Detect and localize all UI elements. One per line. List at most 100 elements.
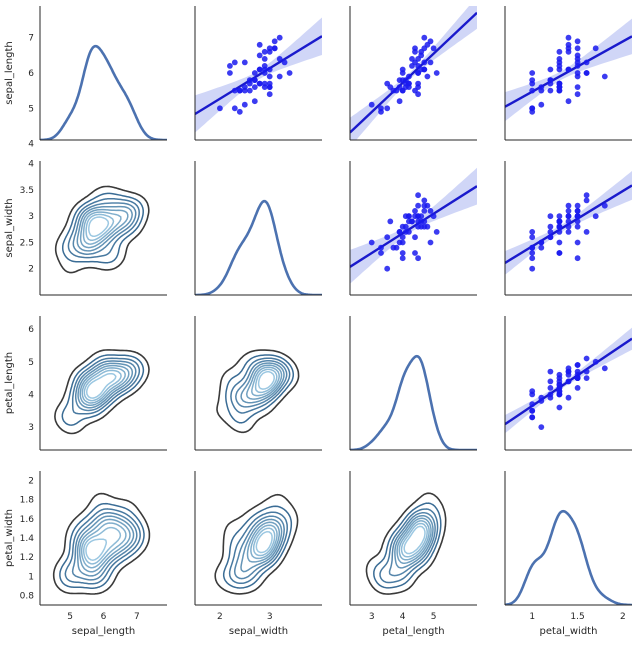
scatter-point bbox=[574, 223, 581, 230]
scatter-point bbox=[266, 45, 273, 52]
scatter-point bbox=[261, 48, 268, 55]
scatter-point bbox=[574, 213, 581, 220]
scatter-point bbox=[427, 59, 434, 66]
kde-contour bbox=[255, 530, 273, 554]
scatter-point bbox=[556, 223, 563, 230]
kde-contour bbox=[61, 354, 145, 426]
scatter-point bbox=[399, 66, 406, 73]
scatter-point bbox=[574, 255, 581, 262]
scatter-point bbox=[399, 87, 406, 94]
scatter-point bbox=[565, 371, 572, 378]
kde-contour bbox=[77, 362, 134, 409]
scatter-point bbox=[246, 77, 253, 83]
scatter-point bbox=[574, 208, 581, 214]
scatter-point bbox=[421, 45, 428, 52]
kde-contour bbox=[81, 367, 126, 404]
kde-contour bbox=[228, 511, 288, 585]
scatter-point bbox=[424, 73, 431, 80]
y-tick-label: 4 bbox=[28, 160, 34, 170]
y-tick-label: 2 bbox=[28, 477, 34, 487]
kde-contour bbox=[251, 366, 280, 397]
panel-sepal_width-vs-petal_width bbox=[504, 161, 632, 296]
kde-contour bbox=[71, 512, 138, 581]
panel-petal_width-vs-petal_length: 3 4 5 petal_length bbox=[349, 471, 477, 637]
regression-line bbox=[350, 11, 477, 134]
kde-contour bbox=[230, 357, 291, 414]
panel-plot-area bbox=[54, 185, 150, 274]
kde-contour bbox=[400, 522, 428, 558]
scatter-point bbox=[390, 244, 397, 251]
scatter-point bbox=[592, 213, 599, 220]
panel-petal_length-vs-petal_width bbox=[504, 316, 632, 451]
scatter-point bbox=[574, 239, 581, 246]
scatter-point bbox=[231, 105, 238, 112]
scatter-point bbox=[261, 56, 268, 62]
scatter-point bbox=[378, 105, 384, 112]
panel-plot-area bbox=[505, 171, 632, 275]
scatter-point bbox=[421, 197, 428, 204]
y-tick-label: 3 bbox=[28, 423, 34, 433]
scatter-point bbox=[565, 378, 572, 385]
scatter-point bbox=[556, 229, 563, 235]
scatter-point bbox=[538, 239, 545, 246]
y-tick-label: 0.8 bbox=[20, 591, 35, 601]
scatter-point bbox=[538, 101, 545, 108]
y-tick-label: 1 bbox=[28, 572, 34, 582]
scatter-point bbox=[574, 38, 581, 45]
scatter-point bbox=[574, 218, 581, 225]
scatter-point bbox=[384, 234, 391, 241]
kde-contour bbox=[233, 515, 285, 580]
panel-plot-area bbox=[195, 17, 322, 133]
scatter-point bbox=[402, 223, 409, 230]
kde-contour bbox=[76, 205, 133, 252]
kde-contour bbox=[79, 208, 129, 249]
kde-contour bbox=[254, 368, 278, 394]
scatter-point bbox=[236, 108, 243, 115]
kde-contour bbox=[59, 502, 145, 589]
scatter-point bbox=[547, 229, 554, 235]
scatter-point bbox=[415, 202, 421, 209]
scatter-point bbox=[276, 73, 283, 80]
y-tick-label: 2 bbox=[28, 265, 34, 275]
x-tick-label: 1.5 bbox=[570, 612, 584, 622]
panel-sepal_length-vs-sepal_length: 4 5 6 7 sepal_length bbox=[4, 6, 167, 150]
scatter-point bbox=[421, 34, 428, 41]
kde-contour bbox=[80, 522, 127, 569]
scatter-point bbox=[565, 98, 572, 105]
scatter-point bbox=[592, 45, 599, 52]
scatter-point bbox=[565, 208, 572, 214]
scatter-point bbox=[556, 239, 563, 246]
panel-plot-area bbox=[350, 6, 477, 140]
scatter-point bbox=[433, 70, 440, 76]
scatter-point bbox=[556, 48, 563, 55]
scatter-point bbox=[556, 404, 563, 411]
scatter-point bbox=[547, 368, 554, 375]
scatter-point bbox=[538, 244, 545, 251]
y-tick-label: 4 bbox=[28, 390, 34, 400]
y-tick-label: 2.5 bbox=[20, 238, 34, 248]
scatter-point bbox=[574, 362, 581, 368]
panel-plot-area bbox=[195, 199, 322, 295]
panel-petal_width-vs-petal_width: 1 1.5 2 petal_width bbox=[504, 471, 632, 637]
scatter-point bbox=[529, 388, 536, 395]
kde-contour bbox=[225, 354, 295, 424]
scatter-point bbox=[565, 218, 572, 225]
scatter-point bbox=[574, 202, 581, 209]
panel-sepal_width-vs-petal_length bbox=[349, 161, 477, 296]
panel-plot-area bbox=[505, 509, 632, 605]
panel-plot-area bbox=[505, 18, 632, 122]
scatter-point bbox=[565, 41, 572, 48]
scatter-point bbox=[231, 87, 238, 94]
scatter-point bbox=[251, 98, 258, 105]
kde-contour bbox=[398, 520, 430, 561]
scatter-point bbox=[547, 87, 554, 94]
panel-plot-area bbox=[214, 493, 299, 595]
scatter-point bbox=[556, 250, 563, 256]
kde-curve-sepal_length bbox=[40, 44, 167, 140]
scatter-point bbox=[424, 223, 431, 230]
scatter-point bbox=[217, 105, 223, 112]
kde-contour bbox=[67, 197, 140, 259]
panel-plot-area bbox=[350, 167, 477, 284]
scatter-point bbox=[529, 105, 536, 112]
scatter-point bbox=[547, 378, 554, 385]
